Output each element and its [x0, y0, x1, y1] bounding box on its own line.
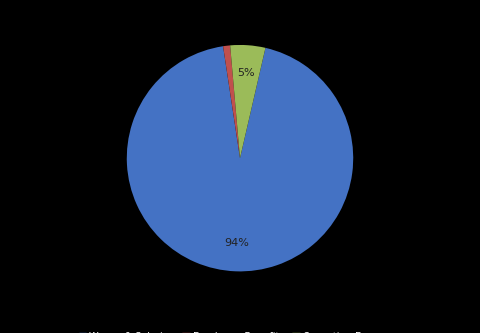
Wedge shape [230, 45, 265, 158]
Wedge shape [127, 46, 353, 271]
Legend: Wages & Salaries, Employee Benefits, Operating Expenses: Wages & Salaries, Employee Benefits, Ope… [75, 328, 405, 333]
Text: 94%: 94% [224, 238, 249, 248]
Wedge shape [223, 45, 240, 158]
Text: 5%: 5% [237, 69, 255, 79]
